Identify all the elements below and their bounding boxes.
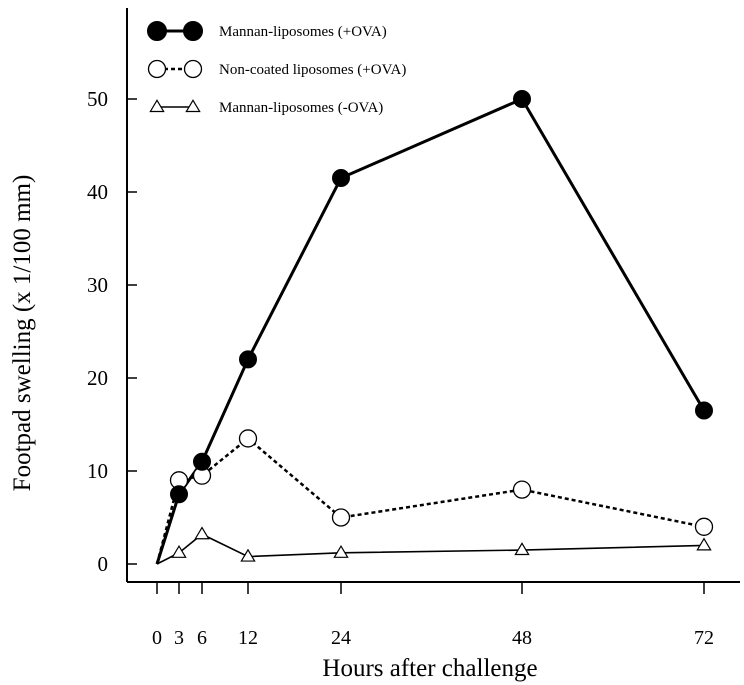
series-group [155,90,714,565]
data-point-open-circle [147,59,167,79]
data-point-open-circle [694,517,714,536]
legend-label: Mannan-liposomes (+OVA) [219,24,387,40]
x-tick-label: 3 [174,627,184,649]
data-point-filled-circle [332,169,350,188]
x-tick-label: 24 [331,627,351,649]
data-point-filled-circle [513,90,531,108]
axes [126,8,740,583]
y-tick-label: 20 [87,366,108,390]
series-line [156,533,705,565]
x-tick-label: 72 [694,627,714,649]
series-line [155,97,706,565]
legend-label: Non-coated liposomes (+OVA) [219,62,406,78]
data-point-open-triangle [514,542,530,556]
x-ticks: 0 3 6 12 24 48 72 [152,582,714,649]
data-point-filled-circle [193,452,211,471]
x-tick-label: 6 [197,627,207,649]
data-point-open-triangle [333,544,349,558]
data-point-open-triangle [240,548,256,562]
data-point-open-circle [238,429,258,448]
data-point-open-triangle [185,99,201,113]
x-tick-label: 0 [152,627,162,649]
legend-label: Mannan-liposomes (-OVA) [219,100,383,116]
x-axis-label: Hours after challenge [322,655,537,682]
legend: Mannan-liposomes (+OVA) Non-coated liposo… [147,21,406,116]
y-tick-label: 30 [87,273,108,297]
data-point-open-circle [331,508,351,527]
data-point-open-triangle [149,99,165,113]
data-point-filled-circle [170,485,188,504]
data-point-filled-circle [239,350,257,369]
x-tick-label: 12 [238,627,258,649]
data-point-open-triangle [171,544,187,558]
data-point-filled-circle [695,401,713,420]
data-point-open-triangle [696,537,712,551]
y-tick-label: 0 [98,552,109,576]
data-point-filled-circle [183,21,203,41]
data-point-open-circle [512,480,532,499]
y-axis-label: Footpad swelling (x 1/100 mm) [9,175,36,492]
y-tick-label: 40 [87,180,108,204]
series-line [155,436,705,565]
y-tick-label: 10 [87,459,108,483]
data-point-filled-circle [147,21,167,41]
x-tick-label: 48 [512,627,532,649]
data-point-open-triangle [194,526,210,540]
y-tick-label: 50 [87,87,108,111]
data-point-open-circle [183,59,203,79]
y-ticks: 0 10 20 30 40 50 [87,87,137,576]
